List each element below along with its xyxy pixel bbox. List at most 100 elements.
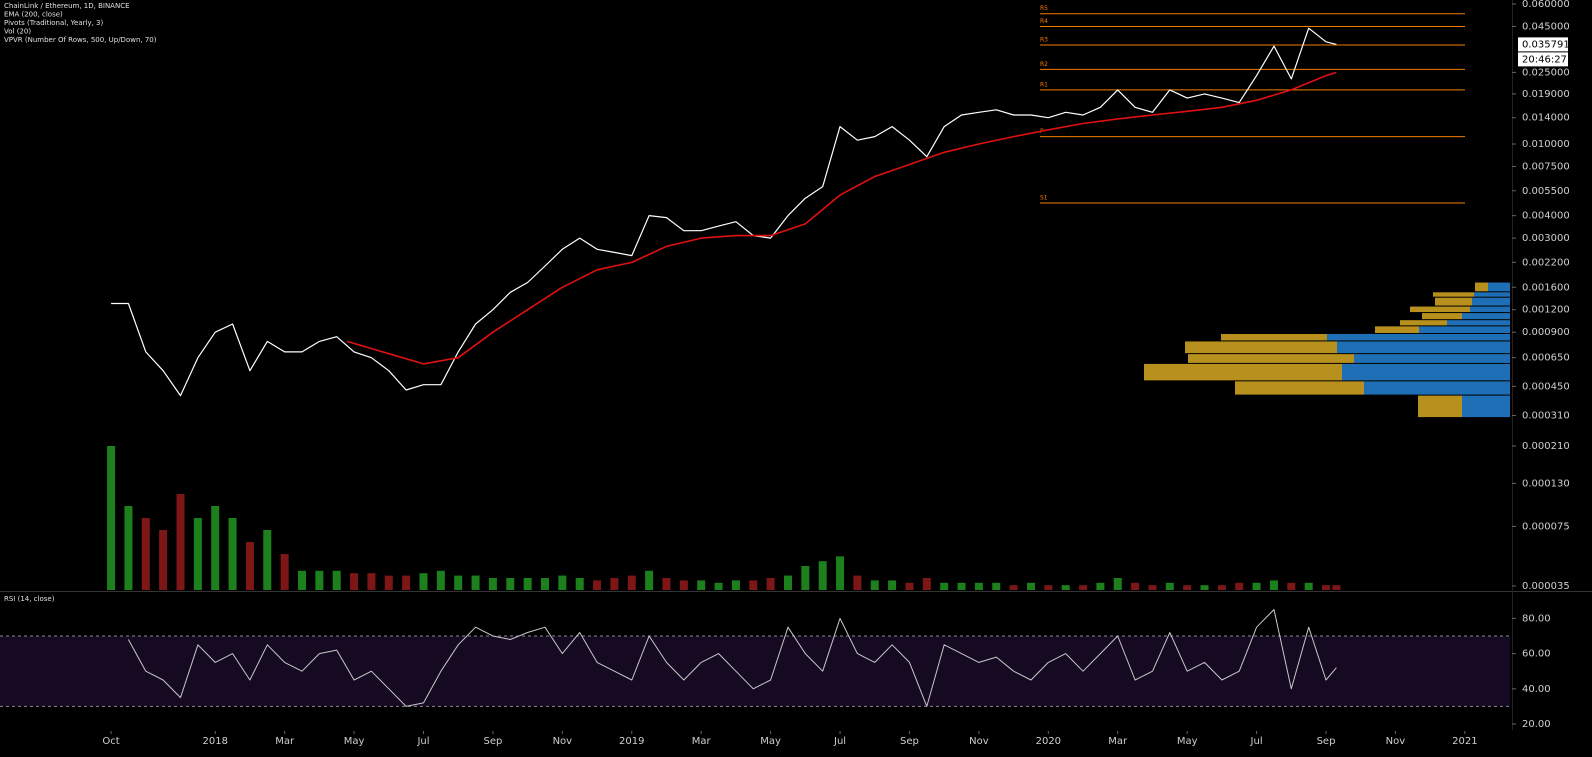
volume-bar bbox=[523, 578, 532, 590]
x-tick-label: May bbox=[760, 736, 781, 747]
profile-up bbox=[1474, 292, 1510, 297]
y-tick-label: 0.002200 bbox=[1522, 257, 1570, 268]
volume-bar bbox=[627, 575, 636, 590]
volume-bar bbox=[731, 580, 740, 590]
volume-bar bbox=[1131, 582, 1140, 590]
profile-down bbox=[1435, 297, 1472, 306]
y-tick-label: 0.004000 bbox=[1522, 211, 1570, 222]
y-tick-label: 0.001200 bbox=[1522, 305, 1570, 316]
y-tick-label: 0.000650 bbox=[1522, 353, 1570, 364]
volume-bar bbox=[1079, 585, 1088, 590]
x-tick-label: Oct bbox=[102, 736, 119, 747]
volume-bar bbox=[1183, 585, 1192, 590]
countdown-box bbox=[1518, 52, 1568, 67]
x-tick-label: Nov bbox=[1386, 736, 1406, 747]
volume-bar bbox=[940, 582, 949, 590]
y-tick-label: 0.025000 bbox=[1522, 67, 1570, 78]
pivot-label: S1 bbox=[1040, 195, 1048, 202]
x-tick-label: Jul bbox=[833, 736, 846, 747]
volume-bar bbox=[1096, 582, 1105, 590]
last-price-label: 0.035791 bbox=[1522, 39, 1570, 50]
x-tick-label: 2018 bbox=[202, 736, 227, 747]
profile-up bbox=[1327, 333, 1510, 341]
profile-down bbox=[1418, 395, 1462, 418]
profile-down bbox=[1433, 292, 1474, 297]
pivot-label: R3 bbox=[1040, 37, 1048, 44]
x-tick-label: Jul bbox=[416, 736, 429, 747]
y-tick-label: 0.000450 bbox=[1522, 381, 1570, 392]
volume-bar bbox=[801, 566, 810, 590]
volume-bar bbox=[836, 556, 845, 590]
profile-up bbox=[1462, 395, 1510, 418]
volume-bar bbox=[454, 575, 463, 590]
volume-bar bbox=[888, 580, 897, 590]
volume-bar bbox=[1287, 582, 1296, 590]
profile-down bbox=[1422, 313, 1462, 320]
chart-title: ChainLink / Ethereum, 1D, BINANCE bbox=[4, 2, 130, 10]
x-tick-label: Mar bbox=[275, 736, 295, 747]
volume-bar bbox=[367, 573, 376, 590]
volume-bar bbox=[575, 578, 584, 590]
volume-bar bbox=[332, 570, 341, 590]
rsi-tick-label: 20.00 bbox=[1522, 719, 1551, 730]
y-tick-label: 0.010000 bbox=[1522, 139, 1570, 150]
volume-bar bbox=[1269, 580, 1278, 590]
volume-bar bbox=[315, 570, 324, 590]
indicator-legend: EMA (200, close) bbox=[4, 11, 63, 19]
profile-up bbox=[1337, 341, 1510, 354]
volume-bar bbox=[280, 554, 289, 590]
y-tick-label: 0.060000 bbox=[1522, 0, 1570, 10]
y-tick-label: 0.000075 bbox=[1522, 521, 1570, 532]
y-tick-label: 0.000130 bbox=[1522, 478, 1570, 489]
volume-bar bbox=[1148, 585, 1157, 590]
pivot-label: R1 bbox=[1040, 81, 1048, 88]
profile-up bbox=[1447, 320, 1510, 326]
volume-bar bbox=[853, 575, 862, 590]
volume-bar bbox=[245, 542, 254, 590]
profile-down bbox=[1410, 306, 1470, 313]
volume-bar bbox=[1217, 585, 1226, 590]
y-tick-label: 0.001600 bbox=[1522, 282, 1570, 293]
indicator-legend: Vol (20) bbox=[4, 28, 31, 36]
profile-down bbox=[1235, 381, 1364, 395]
volume-bar bbox=[1026, 582, 1035, 590]
y-tick-label: 0.005500 bbox=[1522, 186, 1570, 197]
line bbox=[127, 609, 1337, 707]
volume-bar bbox=[905, 582, 914, 590]
volume-bar bbox=[1332, 585, 1341, 590]
rsi-title: RSI (14, close) bbox=[4, 595, 55, 603]
volume-bar bbox=[263, 530, 272, 590]
last-price-box bbox=[1518, 37, 1568, 52]
x-tick-label: Sep bbox=[1317, 736, 1336, 747]
x-tick-label: Nov bbox=[969, 736, 989, 747]
profile-up bbox=[1470, 306, 1510, 313]
volume-bar bbox=[193, 518, 202, 590]
volume-bar bbox=[870, 580, 879, 590]
x-tick-label: 2020 bbox=[1036, 736, 1061, 747]
y-tick-label: 0.000900 bbox=[1522, 327, 1570, 338]
volume-bar bbox=[506, 578, 515, 590]
x-tick-label: Mar bbox=[692, 736, 712, 747]
volume-bar bbox=[783, 575, 792, 590]
x-tick-label: Sep bbox=[900, 736, 919, 747]
profile-up bbox=[1462, 313, 1510, 320]
volume-bar bbox=[1044, 585, 1053, 590]
volume-bar bbox=[141, 518, 150, 590]
countdown-label: 20:46:27 bbox=[1522, 54, 1567, 65]
volume-bar bbox=[679, 580, 688, 590]
y-tick-label: 0.003000 bbox=[1522, 233, 1570, 244]
volume-bar bbox=[922, 578, 931, 590]
profile-down bbox=[1375, 326, 1419, 333]
volume-bar bbox=[1304, 582, 1313, 590]
y-tick-label: 0.019000 bbox=[1522, 89, 1570, 100]
volume-bar bbox=[124, 506, 133, 590]
y-tick-label: 0.000310 bbox=[1522, 411, 1570, 422]
volume-bar bbox=[402, 575, 411, 590]
y-tick-label: 0.014000 bbox=[1522, 113, 1570, 124]
pivot-label: R2 bbox=[1040, 61, 1048, 68]
volume-bar bbox=[645, 570, 654, 590]
volume-bar bbox=[1061, 585, 1070, 590]
pivot-label: R4 bbox=[1040, 18, 1048, 25]
volume-bar bbox=[228, 518, 237, 590]
volume-bar bbox=[436, 570, 445, 590]
